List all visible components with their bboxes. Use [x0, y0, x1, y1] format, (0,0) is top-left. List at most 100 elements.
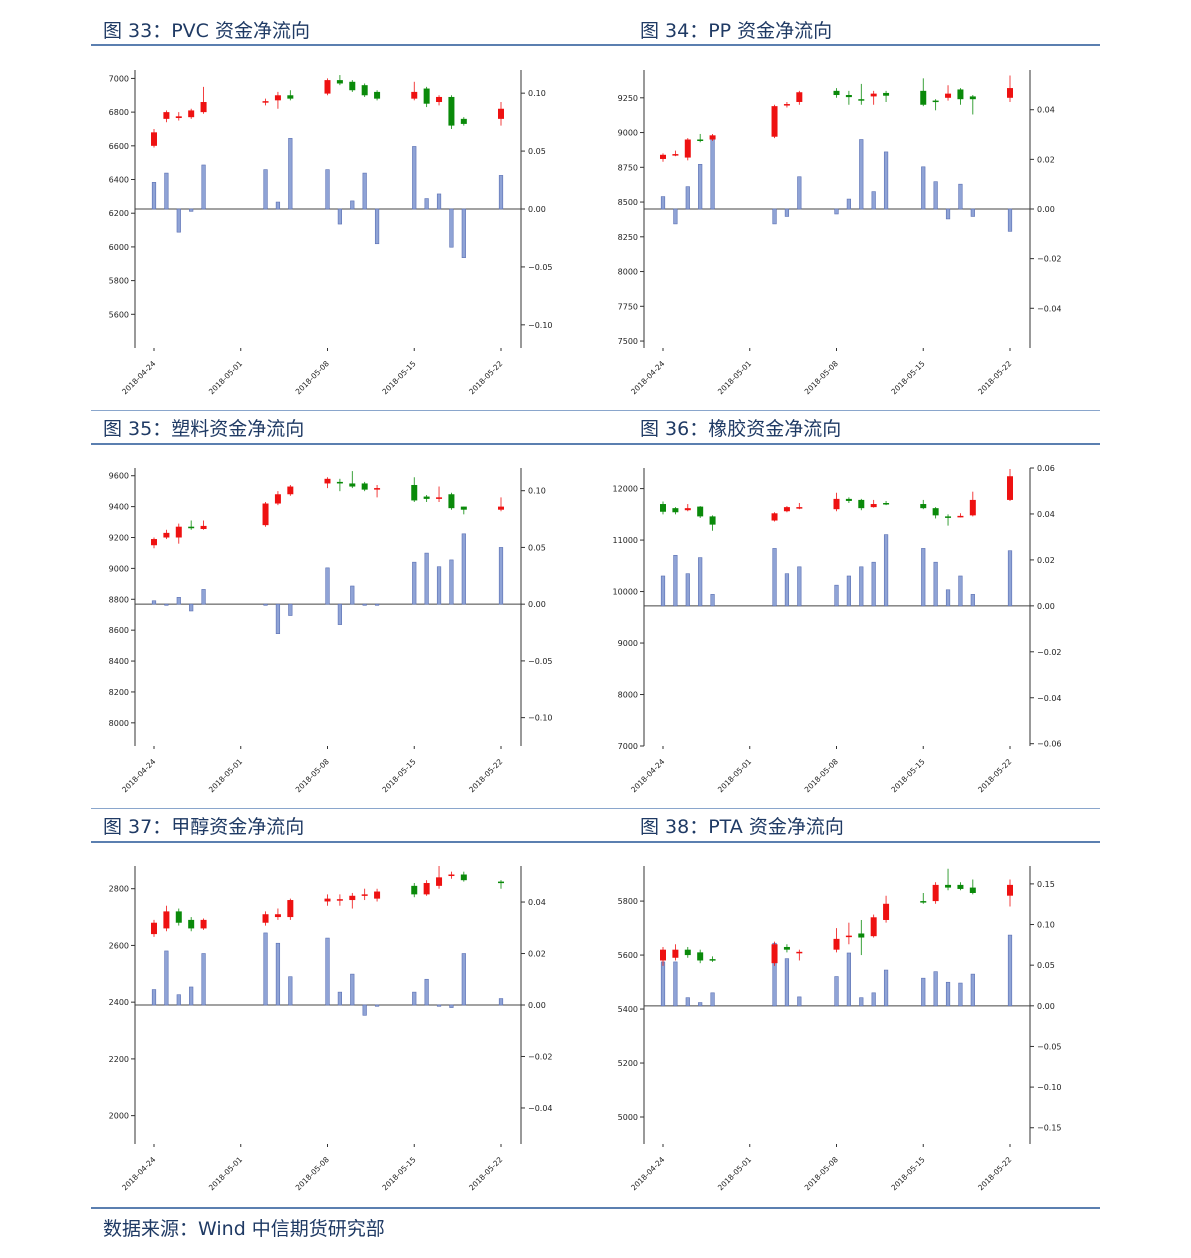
candle-body — [200, 525, 207, 530]
candle-body — [448, 96, 455, 126]
x-tick-label: 2018-04-24 — [120, 1155, 157, 1192]
candle-body — [411, 484, 418, 501]
candle-body — [349, 895, 356, 901]
candle-body — [783, 507, 790, 512]
flow-bar — [189, 208, 194, 212]
left-tick-label: 5800 — [618, 897, 638, 906]
left-tick-label: 9000 — [618, 129, 638, 138]
flow-bar — [846, 952, 851, 1007]
candle-body — [287, 486, 294, 495]
flow-bar — [263, 603, 268, 606]
left-tick-label: 7000 — [109, 74, 129, 83]
candle-body — [697, 506, 704, 517]
flow-bar — [337, 603, 342, 625]
title-rule — [91, 841, 597, 843]
flow-bar — [350, 973, 355, 1006]
candle-body — [324, 478, 331, 484]
x-tick-label: 2018-05-01 — [207, 1155, 244, 1192]
flow-bar — [275, 201, 281, 210]
flow-bar — [797, 176, 802, 210]
left-tick-label: 2800 — [109, 885, 129, 894]
candle-body — [374, 91, 381, 99]
right-tick-label: 0.04 — [528, 898, 546, 907]
candle-body — [920, 504, 927, 509]
x-tick-label: 2018-05-01 — [207, 757, 244, 794]
candle-body — [448, 494, 455, 509]
candle-body — [349, 483, 356, 487]
flow-bar — [660, 575, 666, 607]
title-rule — [91, 443, 597, 445]
flow-bar — [151, 182, 157, 210]
flow-bar — [325, 169, 330, 210]
flow-bar — [958, 183, 963, 210]
x-tick-label: 2018-05-22 — [467, 757, 504, 794]
flow-bar — [176, 597, 181, 605]
flow-bar — [834, 208, 839, 215]
candle-body — [684, 139, 691, 158]
candle-body — [684, 949, 691, 956]
flow-bar — [660, 961, 666, 1007]
candle-body — [200, 919, 207, 929]
flow-bar — [350, 200, 355, 210]
left-tick-label: 8200 — [109, 688, 129, 697]
x-tick-label: 2018-05-08 — [803, 1155, 840, 1192]
flow-bar — [201, 589, 206, 605]
right-tick-label: 0.00 — [1037, 205, 1055, 214]
right-tick-label: 0.00 — [1037, 1002, 1055, 1011]
flow-bar — [945, 208, 951, 220]
flow-bar — [164, 172, 169, 210]
candle-body — [175, 526, 182, 538]
x-tick-label: 2018-05-15 — [380, 1155, 417, 1192]
candle-body — [858, 499, 865, 509]
flow-bar — [424, 552, 429, 605]
candle-body — [709, 135, 716, 140]
candle-body — [945, 516, 952, 518]
footer-rule — [91, 1207, 1100, 1209]
chart-title-rubber: 图 36：橡胶资金净流向 — [640, 418, 842, 440]
chart-pta: 5000 5200 5400 5600 5800 −0.15 −0.10 −0.05 0.00 0… — [618, 866, 1062, 1192]
candle-body — [324, 898, 331, 902]
candle-body — [498, 881, 504, 884]
candle-body — [684, 508, 691, 511]
right-tick-label: 0.02 — [1037, 556, 1055, 565]
flow-bar — [189, 603, 194, 612]
candle-body — [1007, 884, 1013, 896]
left-tick-label: 10000 — [613, 588, 638, 597]
section-divider — [91, 410, 1100, 411]
right-tick-label: 0.02 — [528, 950, 546, 959]
candle-body — [969, 887, 976, 893]
candle-body — [660, 504, 666, 512]
flow-bar — [921, 548, 926, 607]
candle-body — [460, 118, 467, 124]
candle-body — [858, 99, 865, 101]
flow-bar — [424, 198, 429, 210]
flow-bar — [871, 561, 876, 607]
flow-bar — [859, 566, 864, 607]
x-tick-label: 2018-05-01 — [207, 359, 244, 396]
left-tick-label: 9000 — [618, 639, 638, 648]
flow-bar — [498, 547, 504, 605]
candle-body — [969, 96, 976, 100]
x-tick-label: 2018-05-22 — [467, 1155, 504, 1192]
flow-bar — [660, 196, 666, 210]
candle-body — [932, 100, 939, 103]
candle-body — [870, 504, 877, 508]
candle-body — [709, 959, 716, 961]
candle-body — [274, 914, 281, 918]
candle-body — [833, 938, 840, 950]
left-tick-label: 5400 — [618, 1005, 638, 1014]
candle-body — [151, 539, 157, 546]
x-tick-label: 2018-05-15 — [889, 757, 926, 794]
candle-body — [436, 877, 443, 886]
flow-bar — [498, 998, 504, 1006]
flow-bar — [461, 533, 466, 605]
candle-body — [361, 483, 368, 490]
flow-bar — [374, 208, 380, 245]
flow-bar — [784, 208, 790, 217]
left-tick-label: 5200 — [618, 1059, 638, 1068]
right-tick-label: 0.04 — [1037, 510, 1055, 519]
flow-bar — [846, 198, 851, 210]
left-tick-label: 8500 — [618, 198, 638, 207]
right-tick-label: 0.05 — [528, 543, 546, 552]
chart-rubber: 7000 8000 9000 10000 11000 12000 −0.06 −0.04 −0.… — [613, 464, 1062, 794]
